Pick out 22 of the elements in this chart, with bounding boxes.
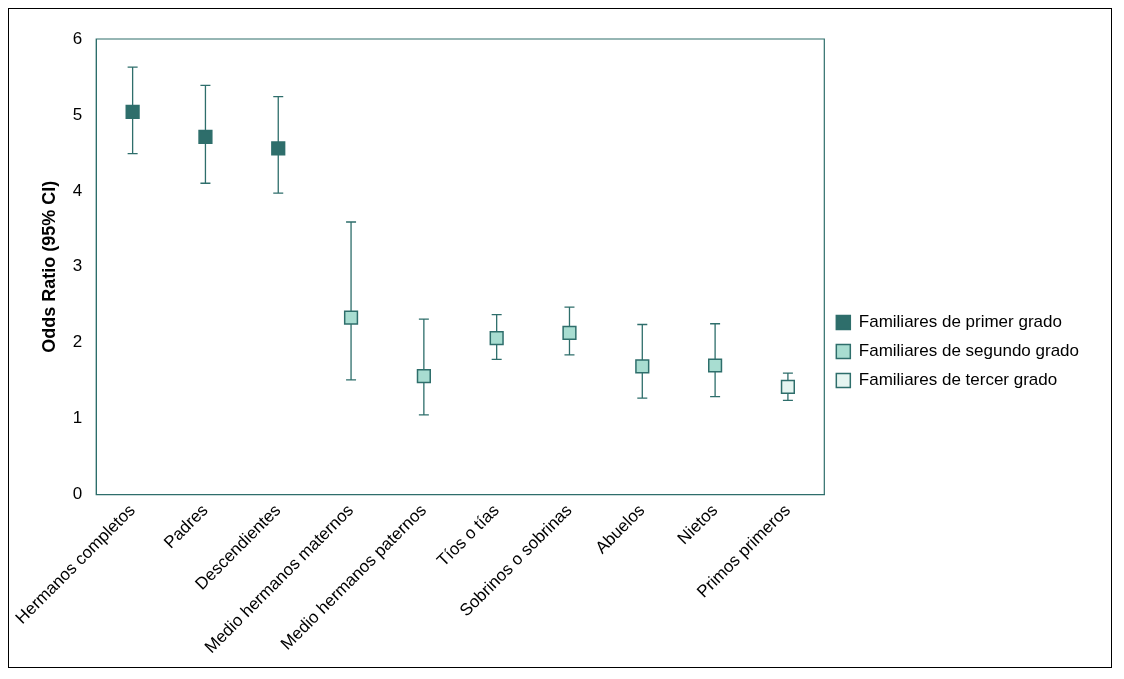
y-tick-label: 6 [72,28,83,48]
legend-label: Familiares de segundo grado [858,341,1079,361]
y-tick-label: 3 [72,256,83,276]
y-tick-label: 5 [72,104,83,124]
point [562,325,577,340]
legend-label: Familiares de primer grado [858,312,1062,332]
y-tick-label: 1 [72,408,83,428]
point [125,104,140,120]
point [198,129,213,145]
point [416,369,431,384]
point [489,331,504,346]
x-tick-label: Tíos o tías [433,500,503,571]
point [780,379,796,394]
point [707,358,723,373]
y-tick-label: 4 [72,180,83,200]
point [271,141,286,156]
legend-label: Familiares de tercer grado [858,370,1058,390]
point [343,310,359,325]
y-tick-label: 0 [72,484,83,504]
y-tick-label: 2 [72,332,83,352]
point [635,359,650,374]
y-axis-title: Odds Ratio (95% CI) [38,180,59,353]
